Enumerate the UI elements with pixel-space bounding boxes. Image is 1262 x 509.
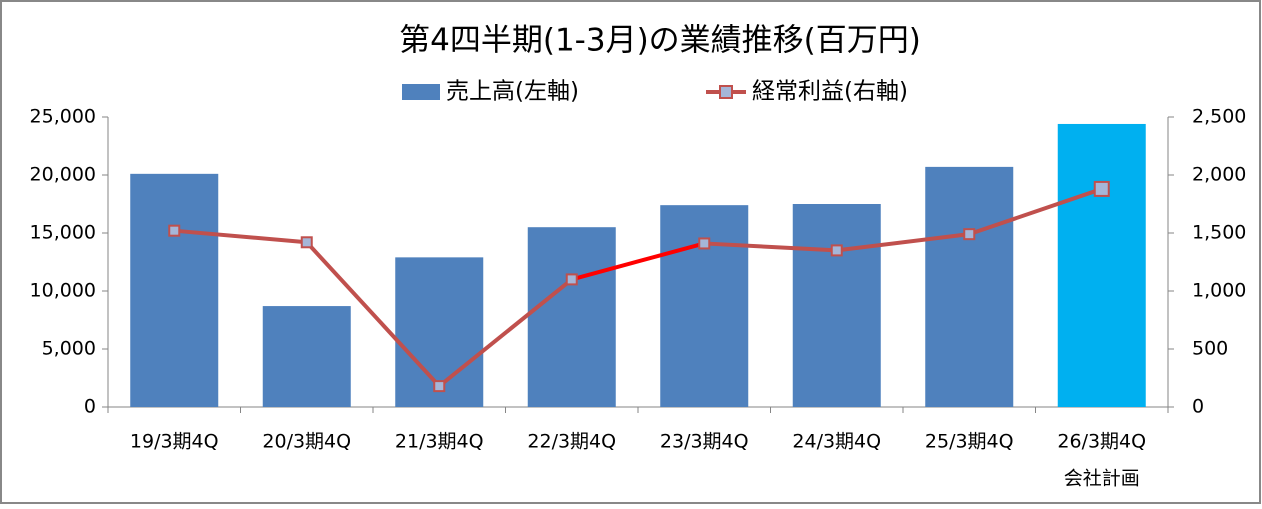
- line-marker: [565, 273, 578, 286]
- x-tick-label: 23/3期4Q: [660, 431, 749, 453]
- y-tick-label: 0: [84, 396, 96, 418]
- y2-tick-label: 0: [1192, 396, 1204, 418]
- y-tick-label: 10,000: [30, 280, 96, 302]
- bar: [925, 166, 1014, 407]
- legend-label: 売上高(左軸): [446, 79, 579, 105]
- line-segment: [968, 187, 1103, 237]
- line-segment: [305, 240, 441, 388]
- y-tick-label: 25,000: [30, 106, 96, 128]
- x-tick-label: 20/3期4Q: [262, 431, 351, 453]
- line-marker: [698, 237, 711, 250]
- y-tick-label: 15,000: [30, 222, 96, 244]
- legend-swatch: [402, 84, 440, 100]
- y-tick-label: 20,000: [30, 164, 96, 186]
- x-tick-label: 24/3期4Q: [792, 431, 881, 453]
- legend-marker: [719, 85, 733, 99]
- line-marker: [1093, 180, 1110, 197]
- legend-label: 経常利益(右軸): [752, 79, 908, 105]
- y2-tick-label: 1,500: [1192, 222, 1246, 244]
- x-tick-label: 26/3期4Q: [1057, 431, 1146, 453]
- x-tick-label: 19/3期4Q: [130, 431, 219, 453]
- bar: [660, 205, 749, 407]
- x-tick-label: 21/3期4Q: [395, 431, 484, 453]
- line-segment: [437, 277, 574, 388]
- y-tick-label: 5,000: [42, 338, 96, 360]
- line-segment: [836, 232, 970, 253]
- x-tick-label: 25/3期4Q: [925, 431, 1014, 453]
- line-segment: [174, 228, 307, 245]
- bar: [262, 306, 351, 407]
- x-tick-label: 会社計画: [1064, 468, 1140, 490]
- y2-tick-label: 1,000: [1192, 280, 1246, 302]
- y2-tick-label: 500: [1192, 338, 1228, 360]
- x-tick-label: 22/3期4Q: [527, 431, 616, 453]
- line-marker: [300, 236, 313, 249]
- y2-tick-label: 2,000: [1192, 164, 1246, 186]
- bar: [1057, 123, 1146, 408]
- chart-title: 第4四半期(1-3月)の業績推移(百万円): [399, 23, 921, 59]
- y2-tick-label: 2,500: [1192, 106, 1246, 128]
- line-marker: [433, 380, 446, 393]
- bar: [527, 227, 616, 407]
- line-marker: [830, 244, 843, 257]
- line-segment: [704, 241, 837, 253]
- bar: [130, 173, 219, 407]
- bar: [792, 204, 881, 407]
- line-marker: [168, 224, 181, 237]
- line-marker: [963, 228, 976, 241]
- line-segment: [571, 241, 705, 282]
